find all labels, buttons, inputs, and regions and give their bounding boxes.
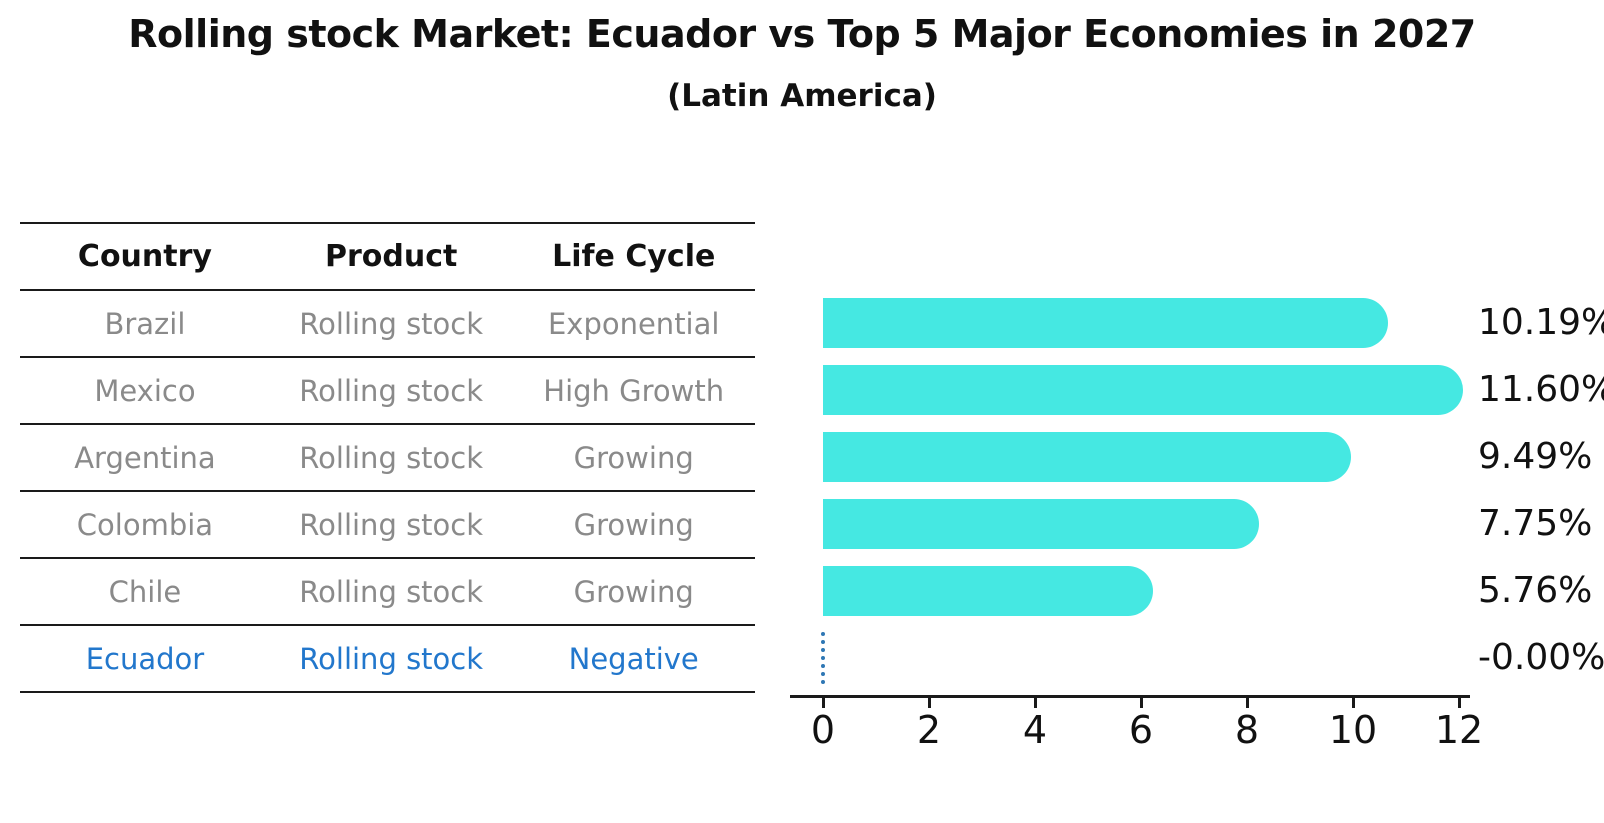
- table-row: Mexico Rolling stock High Growth: [20, 356, 755, 423]
- cell-product: Rolling stock: [299, 373, 484, 408]
- table-row: Argentina Rolling stock Growing: [20, 423, 755, 490]
- table-row: Ecuador Rolling stock Negative: [20, 624, 755, 691]
- table-row: Chile Rolling stock Growing: [20, 557, 755, 624]
- cell-product: Rolling stock: [299, 574, 484, 609]
- x-axis-tick-label: 10: [1328, 708, 1378, 752]
- bar-value-label: 5.76%: [1478, 569, 1593, 611]
- bar-value-label: 7.75%: [1478, 502, 1593, 544]
- bar: [823, 498, 1259, 549]
- chart-title: Rolling stock Market: Ecuador vs Top 5 M…: [128, 12, 1476, 56]
- bar-value-label: 10.19%: [1478, 301, 1604, 343]
- x-axis-tick-label: 6: [1128, 708, 1154, 752]
- bar: [823, 565, 1154, 616]
- cell-life-cycle: Growing: [573, 574, 694, 609]
- ecuador-zero-line: [821, 631, 825, 684]
- x-axis-tick-label: 8: [1234, 708, 1260, 752]
- bar-value-label: -0.00%: [1478, 636, 1604, 678]
- cell-life-cycle: Exponential: [547, 306, 720, 341]
- cell-product: Rolling stock: [299, 306, 484, 341]
- cell-life-cycle: Growing: [573, 507, 694, 542]
- x-axis-tick: [1457, 695, 1461, 708]
- column-header-country: Country: [77, 239, 212, 274]
- x-axis-tick-label: 0: [810, 708, 836, 752]
- bar-value-label: 9.49%: [1478, 435, 1593, 477]
- x-axis-tick: [1139, 695, 1143, 708]
- x-axis-tick-label: 2: [916, 708, 942, 752]
- cell-country: Brazil: [104, 306, 186, 341]
- cell-product: Rolling stock: [299, 507, 484, 542]
- comparison-table: Country Product Life Cycle Brazil Rolling st…: [20, 222, 755, 693]
- column-header-life-cycle: Life Cycle: [552, 239, 716, 274]
- bar: [823, 297, 1389, 348]
- cell-country: Chile: [108, 574, 182, 609]
- x-axis-tick: [821, 695, 825, 708]
- bar-value-label: 11.60%: [1478, 368, 1604, 410]
- chart-subtitle: (Latin America): [667, 78, 937, 114]
- x-axis-tick-label: 4: [1022, 708, 1048, 752]
- x-axis-tick-label: 12: [1434, 708, 1484, 752]
- table-row: Brazil Rolling stock Exponential: [20, 289, 755, 356]
- cell-country: Colombia: [76, 507, 214, 542]
- cell-life-cycle: Growing: [573, 440, 694, 475]
- x-axis-tick: [1033, 695, 1037, 708]
- cell-country: Mexico: [94, 373, 196, 408]
- bar: [823, 364, 1463, 415]
- x-axis-tick: [1351, 695, 1355, 708]
- table-row: Colombia Rolling stock Growing: [20, 490, 755, 557]
- column-header-product: Product: [324, 239, 458, 274]
- cell-product: Rolling stock: [299, 641, 484, 676]
- cell-life-cycle: Negative: [568, 641, 699, 676]
- bar: [823, 431, 1351, 482]
- cell-product: Rolling stock: [299, 440, 484, 475]
- x-axis-line: [790, 695, 1470, 698]
- cell-country: Ecuador: [85, 641, 205, 676]
- cell-life-cycle: High Growth: [543, 373, 725, 408]
- x-axis-tick: [1245, 695, 1249, 708]
- cell-country: Argentina: [74, 440, 216, 475]
- table-header-row: Country Product Life Cycle: [20, 222, 755, 289]
- x-axis-tick: [927, 695, 931, 708]
